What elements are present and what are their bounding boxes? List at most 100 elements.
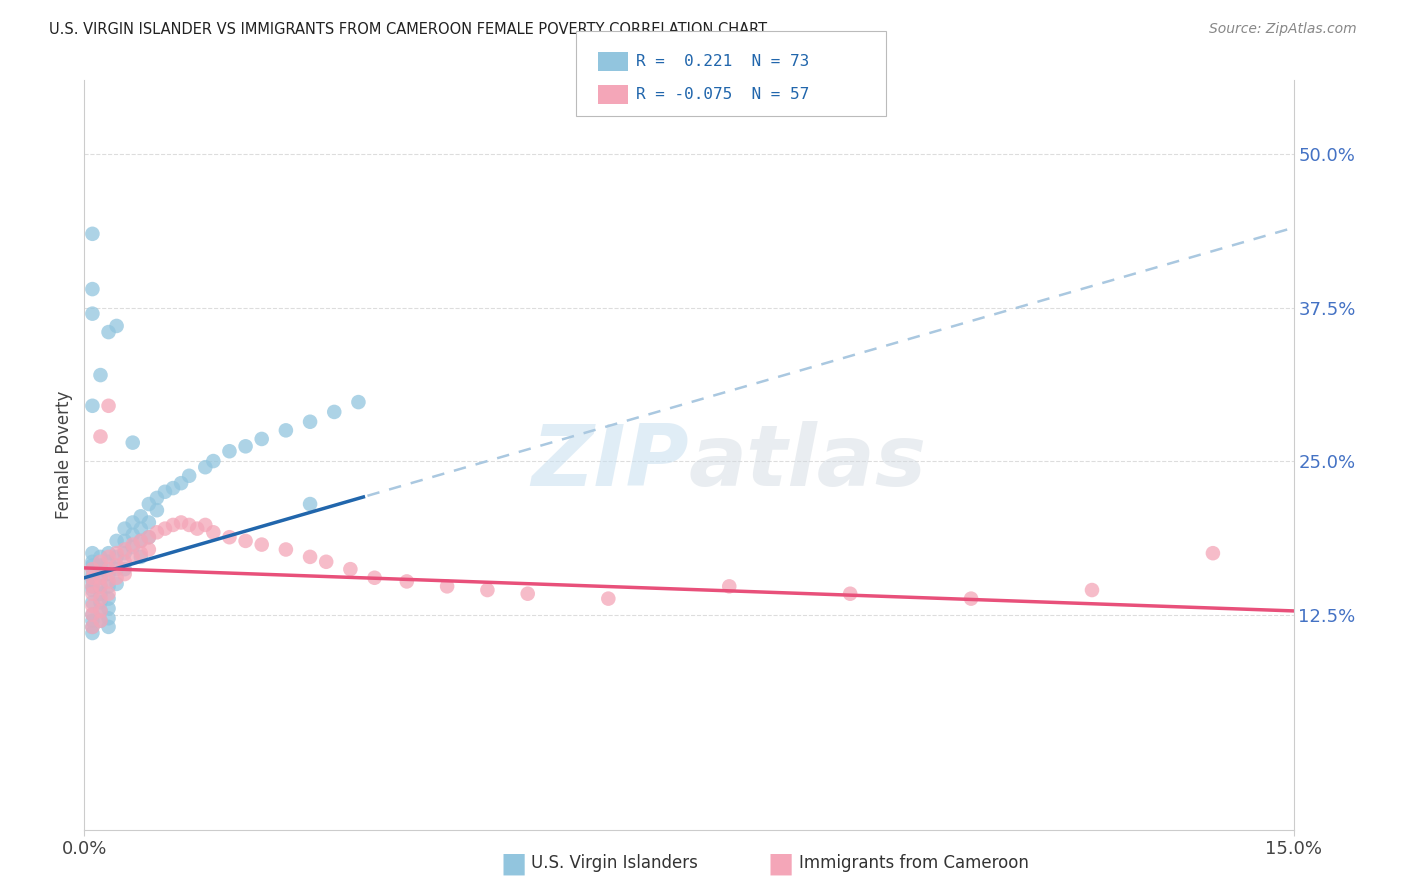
Point [114, 546, 136, 560]
Point [97, 601, 120, 615]
Point [121, 435, 143, 450]
Point [138, 542, 160, 557]
Point [97, 546, 120, 560]
Y-axis label: Female Poverty: Female Poverty [55, 391, 73, 519]
Point [153, 484, 176, 499]
Point [960, 591, 983, 606]
Point [129, 533, 152, 548]
Point [146, 491, 169, 505]
Point [114, 567, 136, 582]
Point [82, 562, 104, 576]
Point [89, 604, 111, 618]
Point [82, 579, 104, 593]
Point [146, 503, 169, 517]
Point [194, 460, 217, 475]
Point [121, 538, 143, 552]
Point [170, 516, 193, 530]
Point [121, 528, 143, 542]
Point [170, 476, 193, 491]
Point [105, 558, 128, 573]
Point [89, 549, 111, 564]
Point [121, 516, 143, 530]
Point [105, 549, 128, 564]
Point [82, 571, 104, 585]
Point [82, 607, 104, 622]
Point [194, 517, 217, 532]
Point [97, 579, 120, 593]
Point [105, 533, 128, 548]
Point [89, 368, 111, 382]
Point [114, 533, 136, 548]
Point [395, 574, 418, 589]
Point [129, 509, 152, 524]
Point [89, 571, 111, 585]
Point [105, 318, 128, 333]
Point [339, 562, 361, 576]
Point [82, 607, 104, 622]
Point [250, 432, 273, 446]
Point [89, 587, 111, 601]
Point [323, 405, 346, 419]
Point [89, 614, 111, 628]
Point [97, 567, 120, 582]
Point [138, 530, 160, 544]
Point [82, 282, 104, 296]
Point [105, 571, 128, 585]
Point [89, 595, 111, 609]
Point [129, 546, 152, 560]
Point [162, 517, 184, 532]
Point [82, 574, 104, 589]
Point [82, 555, 104, 569]
Point [218, 444, 240, 458]
Point [82, 587, 104, 601]
Text: U.S. Virgin Islanders: U.S. Virgin Islanders [531, 855, 699, 872]
Point [97, 574, 120, 589]
Point [114, 542, 136, 557]
Point [1081, 582, 1104, 597]
Point [129, 549, 152, 564]
Text: Immigrants from Cameroon: Immigrants from Cameroon [799, 855, 1028, 872]
Point [114, 555, 136, 569]
Text: atlas: atlas [689, 421, 927, 504]
Point [89, 571, 111, 585]
Point [218, 530, 240, 544]
Point [105, 562, 128, 576]
Text: ZIP: ZIP [531, 421, 689, 504]
Point [82, 614, 104, 628]
Point [82, 558, 104, 573]
Point [718, 579, 741, 593]
Point [299, 415, 322, 429]
Point [97, 555, 120, 569]
Point [89, 429, 111, 443]
Point [89, 558, 111, 573]
Point [82, 599, 104, 613]
Point [82, 582, 104, 597]
Point [82, 227, 104, 241]
Point [121, 540, 143, 554]
Point [299, 497, 322, 511]
Point [89, 614, 111, 628]
Point [1202, 546, 1225, 560]
Point [363, 571, 385, 585]
Point [202, 454, 225, 468]
Point [138, 497, 160, 511]
Point [97, 611, 120, 625]
Point [235, 533, 257, 548]
Point [153, 522, 176, 536]
Point [82, 546, 104, 560]
Point [274, 423, 297, 437]
Point [89, 604, 111, 618]
Point [186, 522, 208, 536]
Point [138, 530, 160, 544]
Point [97, 587, 120, 601]
Point [105, 577, 128, 591]
Point [250, 538, 273, 552]
Point [235, 439, 257, 453]
Point [114, 522, 136, 536]
Point [347, 395, 370, 409]
Text: ■: ■ [768, 849, 793, 878]
Point [82, 562, 104, 576]
Point [114, 562, 136, 576]
Point [129, 522, 152, 536]
Point [274, 542, 297, 557]
